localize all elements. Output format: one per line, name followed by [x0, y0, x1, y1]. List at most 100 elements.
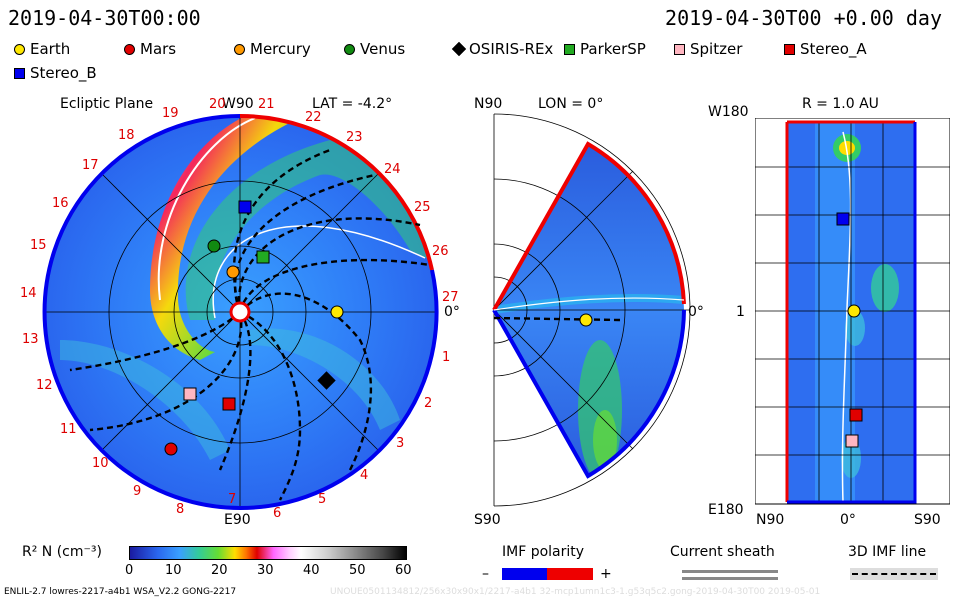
- legend-mercury: Mercury: [234, 40, 311, 58]
- earth-marker-icon: [14, 43, 25, 55]
- legend-parkersp: ParkerSP: [564, 40, 646, 58]
- legend-stereo-b: Stereo_B: [14, 64, 97, 82]
- carrington-tick: 23: [346, 130, 363, 145]
- n90-axis-label: N90: [756, 512, 785, 528]
- lon-label: LON = 0°: [538, 96, 604, 112]
- mars-marker-icon: [124, 43, 135, 55]
- radius-map-plot: [755, 118, 950, 505]
- mercury-marker-icon: [234, 43, 245, 55]
- zero-deg-label: 0°: [444, 304, 460, 320]
- colorbar-tick: 20: [211, 563, 228, 578]
- stereo-b-marker-icon: [238, 200, 252, 214]
- stereo-b-marker-icon: [836, 212, 850, 226]
- colorbar-tick: 40: [303, 563, 320, 578]
- venus-marker-icon: [344, 43, 355, 55]
- e180-label: E180: [708, 502, 744, 518]
- carrington-tick: 26: [432, 244, 449, 259]
- parkersp-marker-icon: [564, 43, 575, 55]
- imf-3d-line-swatch: [850, 568, 938, 580]
- stereo-a-marker-icon: [784, 43, 795, 55]
- legend-label: Earth: [30, 40, 71, 58]
- legend-label: Spitzer: [690, 40, 743, 58]
- legend-label: Venus: [360, 40, 406, 58]
- timestamp: 2019-04-30T00:00: [8, 6, 201, 30]
- s90-axis-label: S90: [914, 512, 941, 528]
- earth-marker-icon: [330, 305, 344, 319]
- carrington-tick: 21: [258, 97, 275, 112]
- colorbar-tick: 50: [349, 563, 366, 578]
- colorbar-tick: 30: [257, 563, 274, 578]
- lat-label: LAT = -4.2°: [312, 96, 393, 112]
- legend-label: OSIRIS-REx: [469, 40, 554, 58]
- zero-deg-label: 0°: [688, 304, 704, 320]
- carrington-tick: 8: [176, 502, 185, 517]
- imf-polarity-label: IMF polarity: [502, 544, 585, 560]
- current-sheath-label: Current sheath: [670, 544, 775, 560]
- legend-mars: Mars: [124, 40, 176, 58]
- carrington-tick: 4: [360, 468, 369, 483]
- carrington-tick: 11: [60, 422, 77, 437]
- time-offset: 2019-04-30T00 +0.00 day: [665, 6, 942, 30]
- carrington-tick: 9: [133, 484, 142, 499]
- zero-axis-label: 0°: [840, 512, 856, 528]
- one-label: 1: [736, 304, 745, 320]
- carrington-tick: 27: [442, 290, 459, 305]
- imf-plus: +: [600, 566, 612, 582]
- current-sheath-line: [682, 570, 778, 573]
- colorbar-tick: 0: [125, 563, 134, 578]
- legend-label: ParkerSP: [580, 40, 646, 58]
- carrington-tick: 1: [442, 350, 451, 365]
- ecliptic-plane-title: Ecliptic Plane: [60, 96, 154, 112]
- legend-venus: Venus: [344, 40, 405, 58]
- w180-label: W180: [708, 104, 749, 120]
- colorbar-tick: 60: [395, 563, 412, 578]
- carrington-tick: 25: [414, 200, 431, 215]
- carrington-tick: 6: [273, 506, 282, 521]
- carrington-tick: 20: [209, 97, 226, 112]
- legend-label: Stereo_A: [800, 40, 867, 58]
- legend-stereo-a: Stereo_A: [784, 40, 867, 58]
- legend-label: Stereo_B: [30, 64, 97, 82]
- venus-marker-icon: [207, 239, 221, 253]
- e90-label: E90: [224, 512, 251, 528]
- stereo-b-marker-icon: [14, 67, 25, 79]
- legend-earth: Earth: [14, 40, 70, 58]
- spitzer-marker-icon: [845, 434, 859, 448]
- carrington-tick: 16: [52, 196, 69, 211]
- osiris-rex-marker-icon: [317, 371, 336, 390]
- carrington-tick: 5: [318, 492, 327, 507]
- legend-label: Mercury: [250, 40, 311, 58]
- colorbar-tick: 10: [165, 563, 182, 578]
- ecliptic-plane-plot: [42, 113, 439, 510]
- imf-positive-swatch: [547, 568, 593, 580]
- w90-label: W90: [222, 96, 254, 112]
- s90-label: S90: [474, 512, 501, 528]
- carrington-tick: 3: [396, 436, 405, 451]
- carrington-tick: 18: [118, 128, 135, 143]
- carrington-tick: 19: [162, 106, 179, 121]
- stereo-a-marker-icon: [849, 408, 863, 422]
- radius-label: R = 1.0 AU: [802, 96, 879, 112]
- earth-marker-icon: [847, 304, 861, 318]
- carrington-tick: 15: [30, 238, 47, 253]
- spitzer-marker-icon: [674, 43, 685, 55]
- legend-spitzer: Spitzer: [674, 40, 742, 58]
- carrington-tick: 24: [384, 162, 401, 177]
- density-colorbar: [129, 546, 407, 560]
- imf-3d-label: 3D IMF line: [848, 544, 927, 560]
- legend-label: Mars: [140, 40, 177, 58]
- spitzer-marker-icon: [183, 387, 197, 401]
- stereo-a-marker-icon: [222, 397, 236, 411]
- carrington-tick: 13: [22, 332, 39, 347]
- carrington-tick: 17: [82, 158, 99, 173]
- run-info: UNOUE0501134812/256x30x90x1/2217-a4b1 32…: [330, 587, 821, 597]
- model-info: ENLIL-2.7 lowres-2217-a4b1 WSA_V2.2 GONG…: [4, 587, 237, 597]
- carrington-tick: 14: [20, 286, 37, 301]
- legend-osiris-rex: OSIRIS-REx: [451, 40, 554, 58]
- mars-marker-icon: [164, 442, 178, 456]
- mercury-marker-icon: [226, 265, 240, 279]
- imf-negative-swatch: [502, 568, 547, 580]
- carrington-tick: 12: [36, 378, 53, 393]
- carrington-tick: 2: [424, 396, 433, 411]
- n90-label: N90: [474, 96, 503, 112]
